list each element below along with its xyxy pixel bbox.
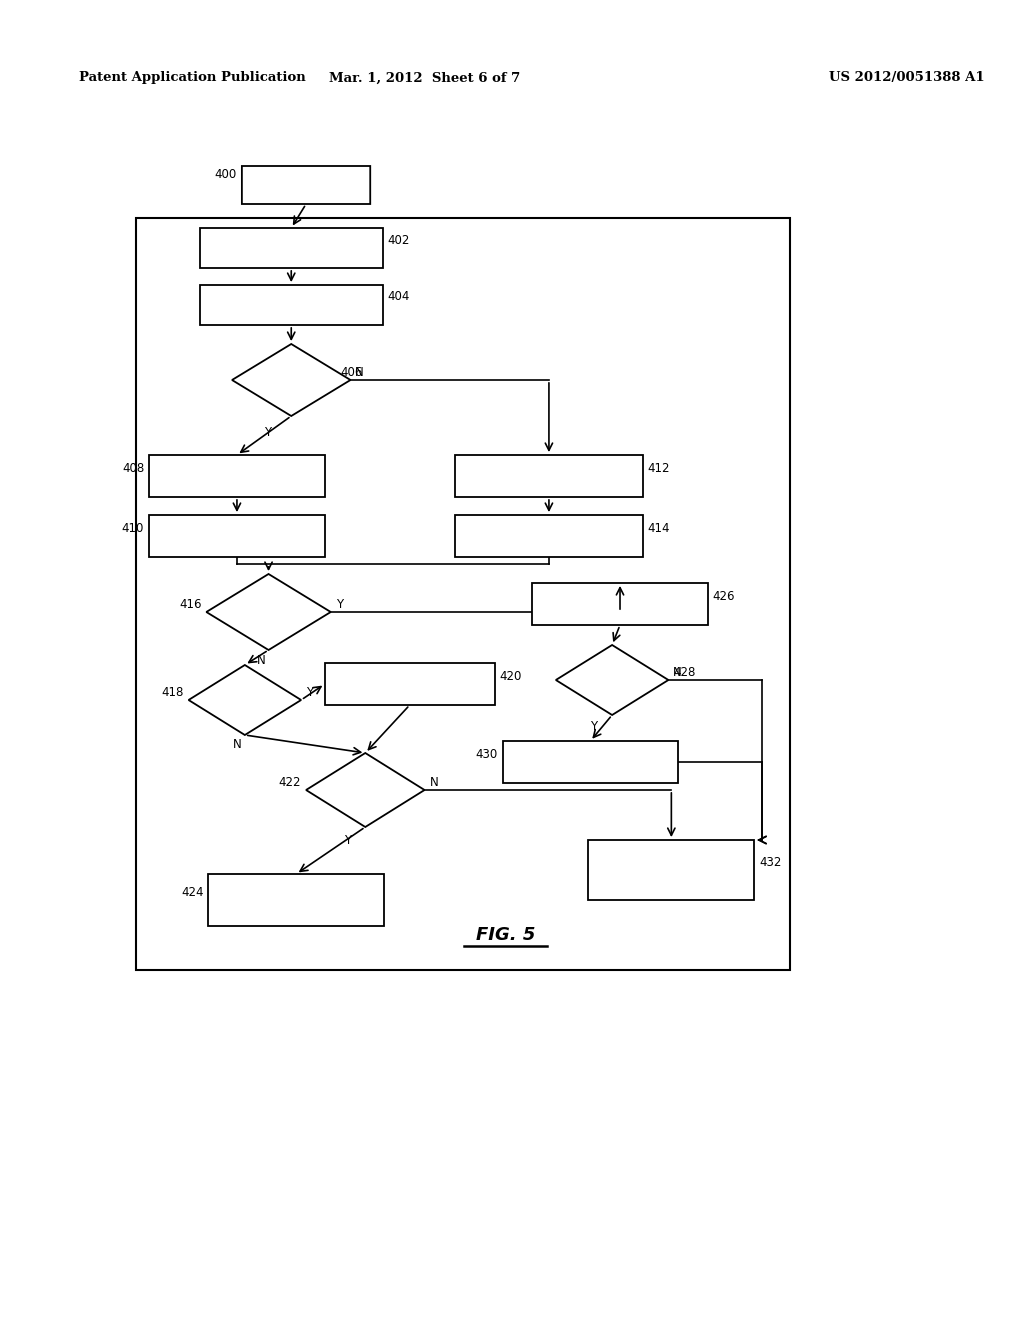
Text: 404: 404 <box>387 290 410 304</box>
Polygon shape <box>188 665 301 735</box>
Text: 432: 432 <box>759 855 781 869</box>
Text: Patent Application Publication: Patent Application Publication <box>79 71 306 84</box>
Text: 424: 424 <box>181 886 204 899</box>
Bar <box>136 218 790 970</box>
Text: Mar. 1, 2012  Sheet 6 of 7: Mar. 1, 2012 Sheet 6 of 7 <box>329 71 520 84</box>
Text: US 2012/0051388 A1: US 2012/0051388 A1 <box>829 71 985 84</box>
Bar <box>200 285 383 325</box>
Text: 426: 426 <box>713 590 735 602</box>
Text: FIG. 5: FIG. 5 <box>476 927 536 944</box>
Bar <box>455 455 643 498</box>
Bar <box>200 228 383 268</box>
Bar <box>503 741 678 783</box>
FancyBboxPatch shape <box>242 166 371 205</box>
Text: 402: 402 <box>387 234 410 247</box>
Text: 406: 406 <box>341 366 362 379</box>
Text: Y: Y <box>344 834 350 847</box>
Text: 420: 420 <box>500 669 522 682</box>
Text: Y: Y <box>306 685 313 698</box>
Text: 400: 400 <box>215 169 237 181</box>
Text: 414: 414 <box>647 521 670 535</box>
Text: N: N <box>257 653 265 667</box>
Text: 422: 422 <box>279 776 301 788</box>
Bar <box>589 840 755 900</box>
Polygon shape <box>306 752 425 828</box>
Text: Y: Y <box>336 598 343 610</box>
Text: 412: 412 <box>647 462 670 474</box>
Bar <box>325 663 495 705</box>
Text: 408: 408 <box>122 462 144 474</box>
Bar <box>150 455 325 498</box>
Bar <box>455 515 643 557</box>
Bar <box>150 515 325 557</box>
Text: Y: Y <box>263 425 270 438</box>
Text: 428: 428 <box>674 665 695 678</box>
Text: Y: Y <box>591 721 598 734</box>
Bar <box>208 874 384 927</box>
Polygon shape <box>232 345 350 416</box>
Text: 410: 410 <box>122 521 144 535</box>
Text: N: N <box>674 665 682 678</box>
Polygon shape <box>207 574 331 649</box>
Text: N: N <box>233 738 242 751</box>
Text: 418: 418 <box>161 685 183 698</box>
Text: 416: 416 <box>179 598 202 610</box>
Polygon shape <box>556 645 669 715</box>
Text: N: N <box>429 776 438 788</box>
Text: N: N <box>354 366 364 379</box>
Text: 430: 430 <box>475 747 498 760</box>
Bar <box>532 583 708 624</box>
